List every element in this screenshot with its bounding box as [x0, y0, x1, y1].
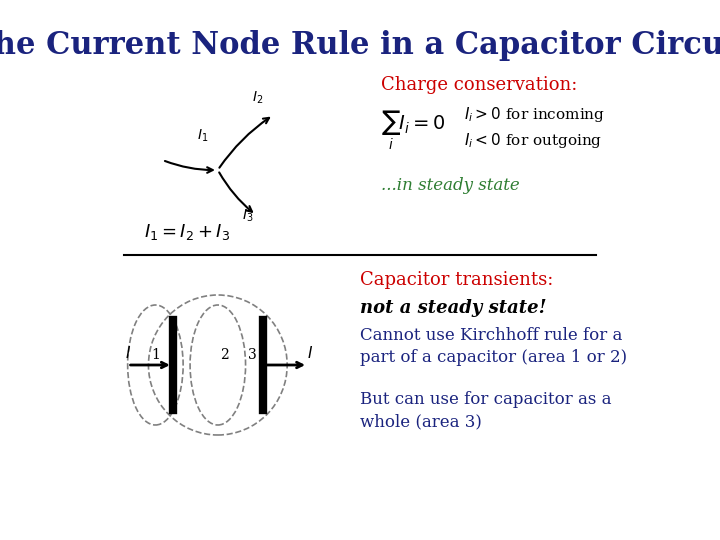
Text: The Current Node Rule in a Capacitor Circuit: The Current Node Rule in a Capacitor Cir… [0, 30, 720, 61]
Text: not a steady state!: not a steady state! [360, 299, 546, 317]
Text: $I_2$: $I_2$ [253, 90, 264, 106]
Text: $I_3$: $I_3$ [242, 208, 253, 225]
Text: $I_i < 0$ for outgoing: $I_i < 0$ for outgoing [464, 131, 602, 150]
Text: whole (area 3): whole (area 3) [360, 414, 482, 430]
Text: 3: 3 [248, 348, 257, 362]
Text: $\sum_i I_i = 0$: $\sum_i I_i = 0$ [381, 109, 446, 152]
Text: $I_i > 0$ for incoming: $I_i > 0$ for incoming [464, 105, 605, 125]
Text: ...in steady state: ...in steady state [381, 177, 520, 193]
Text: $I_1$: $I_1$ [197, 128, 208, 144]
Text: 2: 2 [220, 348, 229, 362]
Text: $I_1 = I_2 + I_3$: $I_1 = I_2 + I_3$ [143, 222, 230, 242]
Text: part of a capacitor (area 1 or 2): part of a capacitor (area 1 or 2) [360, 348, 627, 366]
Text: 1: 1 [151, 348, 160, 362]
Text: But can use for capacitor as a: But can use for capacitor as a [360, 392, 611, 408]
Text: Charge conservation:: Charge conservation: [381, 76, 577, 94]
Text: $I$: $I$ [307, 345, 313, 361]
Text: Capacitor transients:: Capacitor transients: [360, 271, 554, 289]
Text: Cannot use Kirchhoff rule for a: Cannot use Kirchhoff rule for a [360, 327, 622, 343]
Text: $I$: $I$ [125, 345, 131, 361]
